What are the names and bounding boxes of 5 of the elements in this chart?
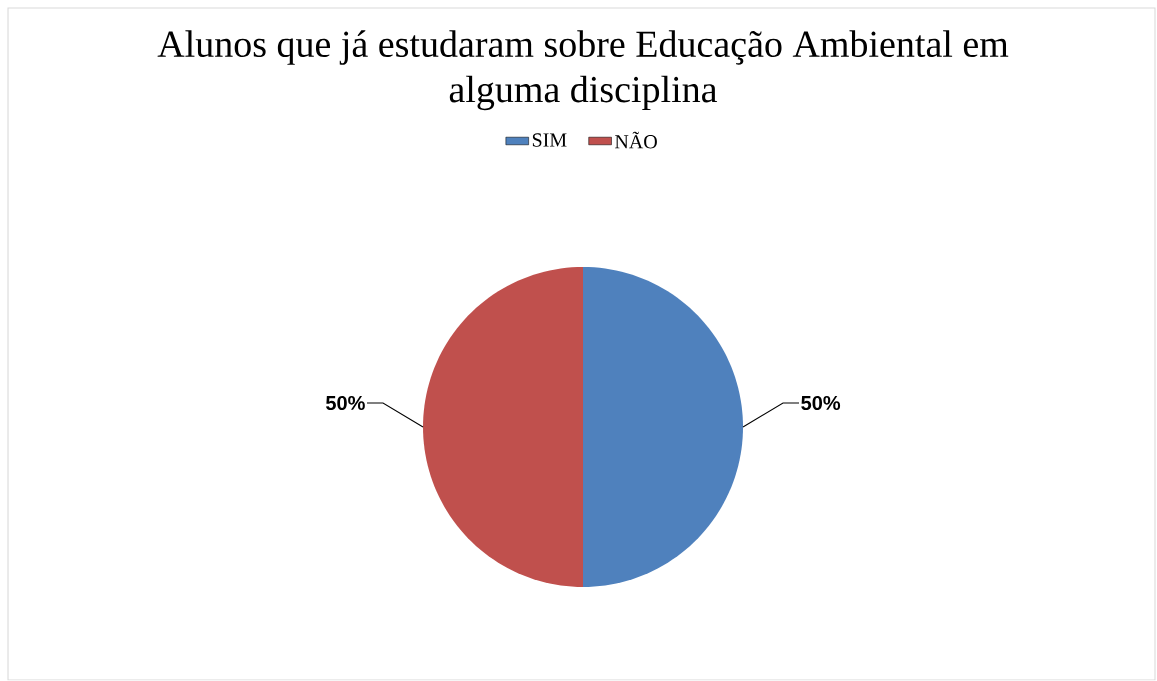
data-label: 50% [325, 396, 365, 411]
legend-label: SIM [532, 133, 567, 148]
chart-title: Alunos que já estudaram sobre Educação Ambiental em alguma disciplina [157, 30, 1009, 111]
legend-label: NÃO [615, 131, 657, 149]
data-label: 50% [801, 396, 841, 411]
